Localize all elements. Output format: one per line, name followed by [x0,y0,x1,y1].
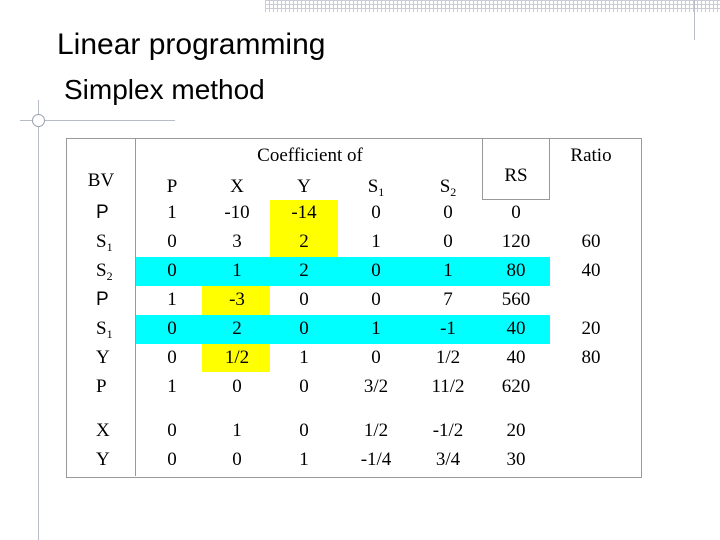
table-cell: 1/2 [363,420,389,441]
table-cell: 1 [167,289,177,310]
pivot-row-highlight [136,257,550,286]
table-cell: 0 [167,231,177,252]
table-cell: 0 [299,318,309,339]
table-cell: 0 [232,376,242,397]
bv-label: P [96,202,109,223]
table-cell: 2 [299,231,309,252]
table-cell: 3/2 [363,376,389,397]
header-ratio: Ratio [570,145,612,166]
table-cell: 11/2 [431,376,465,397]
header-bv: BV [87,170,115,191]
ratio-cell: 80 [581,347,601,368]
table-cell: 0 [167,347,177,368]
decorative-grid [265,0,720,12]
table-cell: -14 [291,202,317,223]
bv-label: P [96,289,109,310]
slide-title: Linear programming [57,28,326,61]
table-cell: 0 [167,318,177,339]
header-rs: RS [504,165,528,186]
table-cell: 0 [167,449,177,470]
table-cell: 1/2 [224,347,250,368]
table-cell: 0 [371,202,381,223]
rs-cell: 620 [501,376,531,397]
table-cell: 0 [443,231,453,252]
ratio-cell: 20 [581,318,601,339]
pivot-column-highlight [270,200,338,257]
decorative-line [20,120,175,121]
rs-cell: 560 [501,289,531,310]
table-cell: 0 [299,376,309,397]
rs-cell: 120 [501,231,531,252]
header-col-p: P [166,176,178,197]
table-cell: 3/4 [435,449,461,470]
header-coefficient-of: Coefficient of [257,145,363,166]
table-cell: 0 [371,289,381,310]
table-cell: 0 [299,420,309,441]
table-cell: 0 [299,289,309,310]
slide-subtitle: Simplex method [64,74,265,105]
bv-label: S1 [96,318,113,341]
table-cell: 1/2 [435,347,461,368]
table-cell: 1 [232,260,242,281]
table-cell: 1 [167,376,177,397]
table-cell: 3 [232,231,242,252]
decorative-line [694,0,695,40]
decorative-circle [32,114,45,127]
table-cell: 0 [232,449,242,470]
table-cell: 1 [167,202,177,223]
rs-cell: 80 [506,260,526,281]
header-col-s2: S2 [439,176,457,199]
table-cell: 0 [371,260,381,281]
table-cell: -1 [440,318,456,339]
header-col-x: X [230,176,244,197]
table-cell: -1/4 [360,449,392,470]
bv-label: Y [96,347,110,368]
table-cell: 7 [443,289,453,310]
bv-label: S2 [96,260,113,283]
table-cell: 1 [299,347,309,368]
bv-label: Y [96,449,110,470]
table-cell: 1 [371,318,381,339]
pivot-row-highlight [136,315,550,344]
table-divider [135,138,136,476]
rs-cell: 30 [506,449,526,470]
table-cell: 0 [443,202,453,223]
pivot-column-highlight [202,286,270,315]
table-cell: 1 [371,231,381,252]
bv-label: X [96,420,110,441]
table-cell: 1 [232,420,242,441]
rs-cell: 20 [506,420,526,441]
simplex-table [66,138,642,478]
rs-cell: 40 [506,347,526,368]
table-cell: 0 [167,420,177,441]
header-col-s1: S1 [367,176,385,199]
table-cell: -3 [229,289,245,310]
table-cell: -10 [224,202,250,223]
header-col-y: Y [297,176,311,197]
rs-cell: 0 [511,202,521,223]
table-cell: 0 [167,260,177,281]
table-cell: 2 [232,318,242,339]
rs-cell: 40 [506,318,526,339]
table-cell: -1/2 [432,420,464,441]
table-cell: 0 [371,347,381,368]
ratio-cell: 40 [581,260,601,281]
ratio-cell: 60 [581,231,601,252]
table-cell: 1 [443,260,453,281]
bv-label: S1 [96,231,113,254]
decorative-line [38,100,39,540]
table-cell: 2 [299,260,309,281]
pivot-column-highlight [202,344,270,372]
rs-header-box [482,138,550,200]
table-cell: 1 [299,449,309,470]
bv-label: P [96,376,107,397]
